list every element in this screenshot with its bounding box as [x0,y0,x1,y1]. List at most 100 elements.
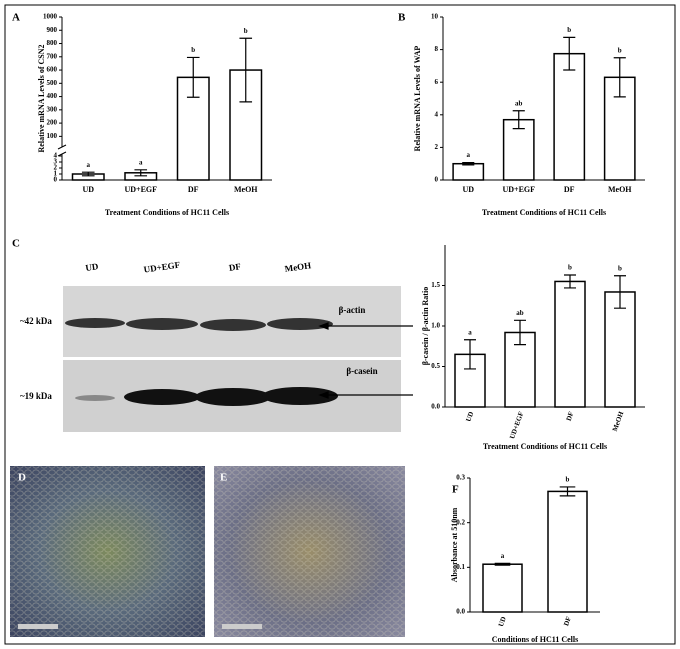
significance-label: b [567,26,571,34]
error-bar [614,275,626,309]
panel-label: A [12,12,20,24]
y-tick-label: 600 [47,66,58,74]
error-bar [512,110,525,130]
y-tick-label: 400 [47,92,58,100]
significance-label: a [139,158,143,166]
y-tick-label: 0 [54,176,58,184]
panel-label: E [220,472,227,484]
y-tick-label: 1.5 [431,281,440,289]
bar [452,162,485,181]
error-bar [514,319,526,346]
bar [553,52,586,181]
size-label: ~42 kDa [20,316,52,326]
blot-bands [65,318,338,406]
x-axis-label: Treatment Conditions of HC11 Cells [483,442,607,451]
axis-break [57,151,67,157]
y-tick-label: 700 [47,52,58,60]
error-bar [564,274,576,289]
lane-label: DF [228,261,242,273]
x-tick-label: UD [82,185,94,194]
bar [554,280,586,408]
error-bar [462,161,475,166]
y-tick-label: 0.0 [456,608,465,616]
y-axis-label: β-casein / β-actin Ratio [421,287,430,365]
panel-label: F [452,484,459,496]
x-tick-label: UD+EGF [124,185,157,194]
y-tick-label: 2 [435,143,439,151]
error-bar [563,36,576,71]
significance-label: a [468,328,472,336]
micrograph-cells [214,466,405,637]
y-tick-label: 0.2 [456,518,465,526]
bar [547,490,588,613]
micrograph-cells [10,466,205,637]
error-bar [464,339,476,370]
significance-label: a [87,161,91,169]
x-axis-label: Treatment Conditions of HC11 Cells [105,208,229,217]
significance-label: b [618,264,622,272]
y-tick-label: 10 [431,13,439,21]
y-tick-label: 200 [47,119,58,127]
x-tick-label: UD [497,615,508,627]
x-tick-label: MeOH [234,185,258,194]
y-tick-label: 0.5 [431,362,440,370]
figure-border [4,4,676,645]
y-tick-label: 0.0 [431,403,440,411]
significance-label: b [566,476,570,484]
significance-label: ab [516,309,524,317]
panel-label: B [398,12,406,24]
y-tick-label: 100 [47,132,58,140]
x-tick-label: UD+EGF [502,185,535,194]
x-tick-label: UD+EGF [508,410,525,440]
y-axis-label: Relative mRNA Levels of WAP [413,46,422,152]
y-tick-label: 0.1 [456,563,465,571]
significance-label: b [568,264,572,272]
bar [502,118,535,181]
y-tick-label: 900 [47,26,58,34]
significance-label: ab [515,99,523,107]
error-bar [559,486,576,497]
lane-label: UD [85,261,100,273]
error-bar [81,171,95,177]
size-label: ~19 kDa [20,391,52,401]
scale-bar [222,624,262,629]
lane-label: UD+EGF [143,260,181,275]
protein-label: β-actin [339,305,366,315]
error-bar [239,37,253,103]
y-axis-label: Absorbance at 510nm [450,507,459,582]
y-tick-label: 4 [435,110,439,118]
significance-label: a [467,151,471,159]
y-tick-label: 6 [435,78,439,86]
panel-label: C [12,238,20,250]
x-tick-label: DF [188,185,199,194]
y-tick-label: 0 [435,176,439,184]
protein-label: β-casein [346,366,377,376]
error-bar [494,562,511,566]
significance-label: b [618,46,622,54]
x-tick-label: DF [564,185,575,194]
y-tick-label: 300 [47,105,58,113]
x-tick-label: MeOH [608,185,632,194]
error-bar [613,57,626,98]
y-tick-label: 1 [54,170,58,178]
significance-label: a [501,552,505,560]
x-tick-label: DF [565,410,576,422]
y-tick-label: 8 [435,45,439,53]
y-tick-label: 1.0 [431,322,440,330]
y-tick-label: 800 [47,39,58,47]
lane-label: MeOH [284,260,312,274]
significance-label: b [244,27,248,35]
y-tick-label: 1000 [43,13,58,21]
panel-label: D [18,472,26,484]
error-bar [186,56,200,98]
y-axis-label: Relative mRNA Levels of CSN2 [37,45,46,153]
error-bar [134,169,148,177]
x-tick-label: DF [562,615,573,627]
x-tick-label: MeOH [611,410,626,433]
y-tick-label: 500 [47,79,58,87]
y-tick-label: 4 [54,152,58,160]
bar [604,291,636,408]
significance-label: b [191,46,195,54]
x-axis-label: Treatment Conditions of HC11 Cells [482,208,606,217]
